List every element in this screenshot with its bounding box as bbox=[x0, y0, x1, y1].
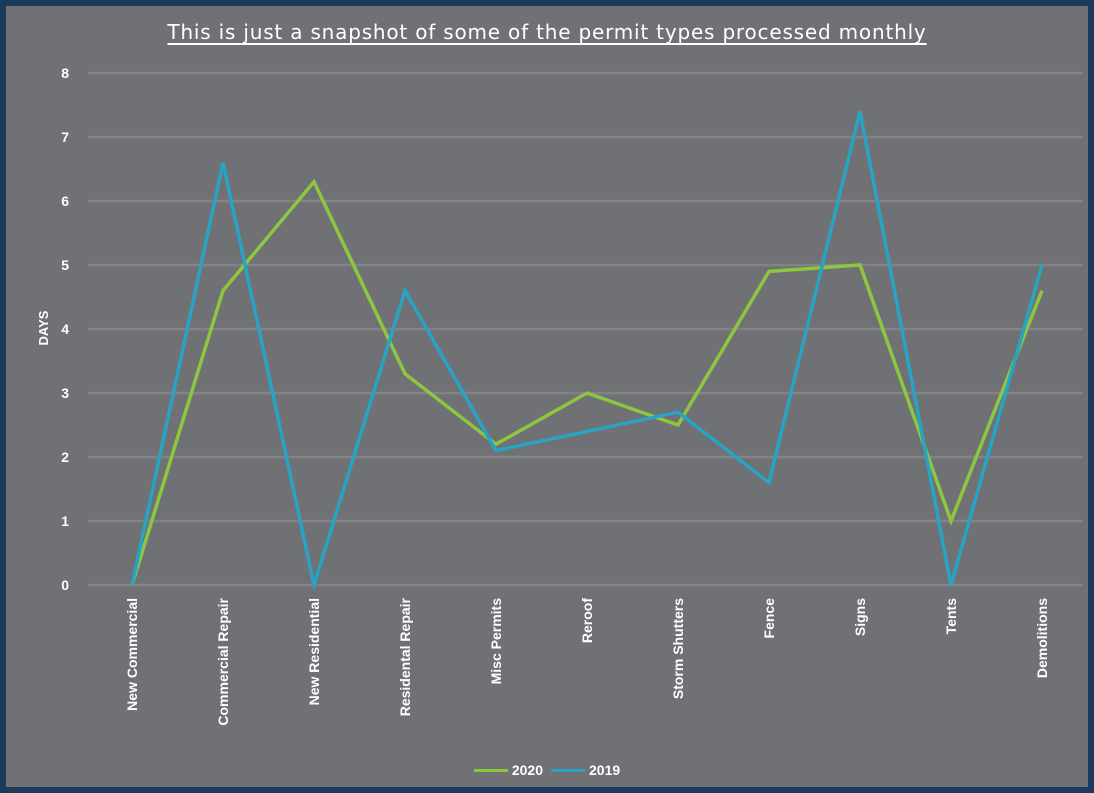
y-tick-label: 3 bbox=[61, 385, 69, 401]
y-tick-label: 4 bbox=[61, 321, 69, 337]
y-tick-label: 0 bbox=[61, 577, 69, 593]
legend-swatch bbox=[473, 768, 508, 772]
x-tick-label: Demolitions bbox=[1034, 598, 1050, 678]
x-tick-label: Residental Repair bbox=[397, 597, 413, 716]
x-axis-ticks: New Commercial Commercial Repair New Resid… bbox=[124, 597, 1050, 725]
x-tick-label: Fence bbox=[761, 598, 777, 639]
y-tick-label: 5 bbox=[61, 257, 69, 273]
x-tick-label: Reroof bbox=[579, 598, 595, 643]
series-line-2020 bbox=[130, 178, 1044, 586]
legend-label: 2019 bbox=[589, 762, 621, 778]
y-tick-label: 7 bbox=[61, 129, 69, 145]
gridlines bbox=[88, 71, 1083, 587]
chart-title: This is just a snapshot of some of the p… bbox=[167, 20, 927, 44]
legend-item: 2020 bbox=[473, 762, 543, 778]
y-tick-label: 1 bbox=[61, 513, 69, 529]
x-tick-label: Signs bbox=[852, 598, 868, 636]
y-tick-label: 6 bbox=[61, 193, 69, 209]
y-axis-label: DAYS bbox=[36, 310, 51, 345]
legend-item: 2019 bbox=[551, 762, 620, 778]
series-line-2019 bbox=[130, 110, 1044, 592]
legend: 2020 2019 bbox=[0, 762, 1094, 778]
x-tick-label: Commercial Repair bbox=[215, 597, 231, 725]
y-axis-ticks: 0 1 2 3 4 5 6 7 8 bbox=[61, 65, 69, 593]
x-tick-label: New Commercial bbox=[124, 598, 140, 711]
y-tick-label: 2 bbox=[61, 449, 69, 465]
legend-swatch bbox=[551, 768, 585, 772]
x-tick-label: Misc Permits bbox=[488, 598, 504, 685]
x-tick-label: New Residential bbox=[306, 598, 322, 705]
series-lines bbox=[130, 110, 1044, 592]
legend-label: 2020 bbox=[511, 762, 543, 778]
x-tick-label: Tents bbox=[943, 598, 959, 635]
x-tick-label: Storm Shutters bbox=[670, 598, 686, 699]
y-tick-label: 8 bbox=[61, 65, 69, 81]
